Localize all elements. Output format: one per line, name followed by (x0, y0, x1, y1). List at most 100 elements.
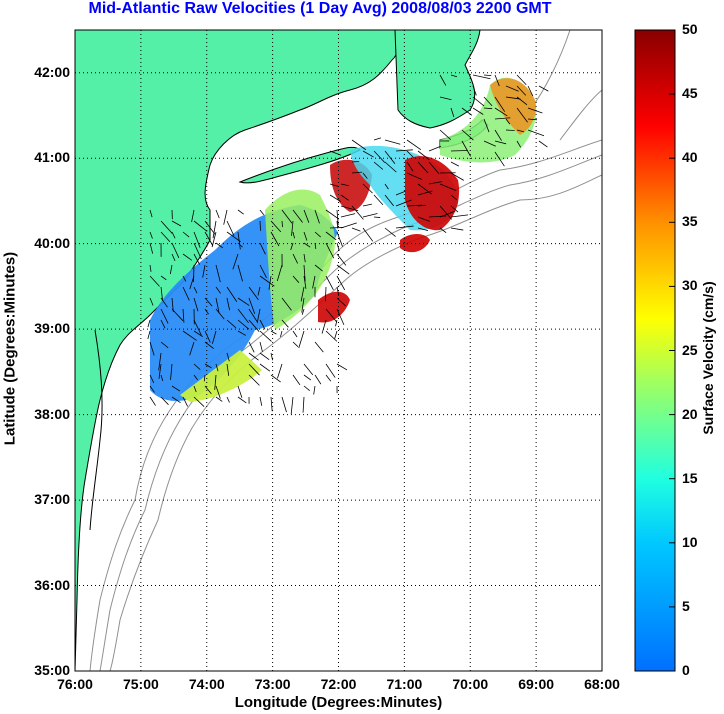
y-tick-label: 36:00 (34, 576, 70, 593)
velocity-patch-red-4 (400, 234, 430, 253)
velocity-vector (450, 227, 464, 231)
velocity-vector (472, 74, 491, 80)
velocity-vector (483, 74, 492, 76)
velocity-vector (158, 363, 162, 379)
velocity-vector (292, 209, 303, 223)
velocity-vector (204, 308, 209, 315)
velocity-vector (336, 363, 348, 371)
velocity-vector (406, 150, 414, 158)
velocity-vector (450, 74, 458, 78)
velocity-vector (248, 319, 260, 332)
velocity-vector (428, 215, 447, 218)
velocity-vector (314, 341, 324, 353)
x-tick-label: 70:00 (452, 676, 489, 692)
velocity-vector (193, 385, 197, 393)
colorbar-tick-label: 50 (682, 21, 698, 37)
velocity-vector (494, 117, 511, 120)
velocity-vector (215, 209, 220, 219)
velocity-vector (237, 385, 243, 398)
colorbar (634, 29, 676, 672)
velocity-vector (303, 209, 310, 223)
map-title: Mid-Atlantic Raw Velocities (1 Day Avg) … (88, 0, 552, 17)
velocity-vector (538, 140, 548, 148)
velocity-vector (237, 297, 250, 306)
velocity-vector (171, 396, 181, 404)
velocity-vector (259, 319, 266, 330)
y-tick-label: 39:00 (34, 320, 70, 337)
velocity-vector (171, 385, 181, 392)
velocity-vector (325, 308, 338, 323)
velocity-vector (259, 352, 270, 361)
velocity-vector (373, 216, 381, 218)
velocity-vector (428, 181, 443, 185)
velocity-vector (149, 209, 153, 218)
y-tick-label: 42:00 (34, 63, 70, 80)
velocity-vector (439, 96, 452, 101)
velocity-vector (169, 264, 173, 275)
velocity-vector (516, 140, 522, 148)
velocity-vector (335, 319, 338, 327)
velocity-vector (259, 220, 261, 231)
velocity-vector (232, 253, 239, 270)
velocity-vector (193, 330, 203, 337)
velocity-vector (303, 363, 314, 376)
velocity-vector (226, 220, 235, 236)
velocity-vector (292, 341, 299, 347)
velocity-vector (428, 145, 442, 152)
velocity-vector (303, 264, 306, 282)
velocity-vector (450, 107, 455, 118)
velocity-vector (149, 396, 156, 406)
velocity-vector (248, 286, 259, 300)
velocity-vector (281, 220, 283, 228)
velocity-vector (204, 341, 214, 349)
velocity-vector (336, 253, 347, 266)
velocity-vector (505, 118, 511, 125)
velocity-vector (248, 374, 260, 386)
velocity-vector (527, 118, 538, 121)
velocity-vector (303, 275, 307, 289)
velocity-vector (171, 253, 176, 262)
velocity-vector (237, 330, 246, 336)
velocity-vector (193, 396, 205, 407)
velocity-vector (329, 150, 342, 156)
velocity-vector (291, 220, 294, 236)
velocity-vector (248, 308, 258, 322)
velocity-vector (516, 96, 528, 106)
velocity-vector (160, 220, 173, 234)
velocity-vector (472, 107, 484, 115)
velocity-vector (450, 150, 468, 152)
velocity-vector (237, 264, 243, 282)
velocity-vector (147, 330, 151, 340)
velocity-vector (384, 183, 389, 190)
velocity-vector (149, 341, 155, 356)
velocity-vector (314, 231, 321, 238)
velocity-vector (494, 96, 506, 112)
map-frame (74, 29, 603, 672)
velocity-vector (259, 330, 272, 342)
velocity-vector (277, 363, 283, 379)
velocity-vector (428, 161, 440, 175)
velocity-vector (182, 308, 185, 323)
velocity-vector (538, 85, 549, 92)
velocity-vector (193, 253, 200, 265)
velocity-vector (160, 231, 171, 243)
velocity-vector (160, 374, 164, 382)
x-tick-label: 76:00 (57, 676, 93, 692)
velocity-vector (303, 253, 306, 263)
velocity-vector (483, 96, 493, 107)
velocity-vector (516, 85, 527, 96)
velocity-vector (395, 225, 414, 229)
velocity-vector (472, 85, 477, 96)
velocity-vector (417, 227, 429, 231)
x-tick-label: 69:00 (518, 676, 555, 692)
velocity-vector (384, 161, 397, 173)
velocity-vector (450, 161, 460, 167)
velocity-vector (373, 194, 384, 206)
velocity-vector (215, 363, 219, 372)
velocity-vector (406, 172, 422, 180)
y-tick-label: 37:00 (34, 491, 70, 508)
colorbar-tick-label: 20 (682, 405, 698, 422)
velocity-vector (259, 275, 275, 287)
velocity-vector (158, 352, 162, 371)
velocity-vector (160, 275, 167, 281)
